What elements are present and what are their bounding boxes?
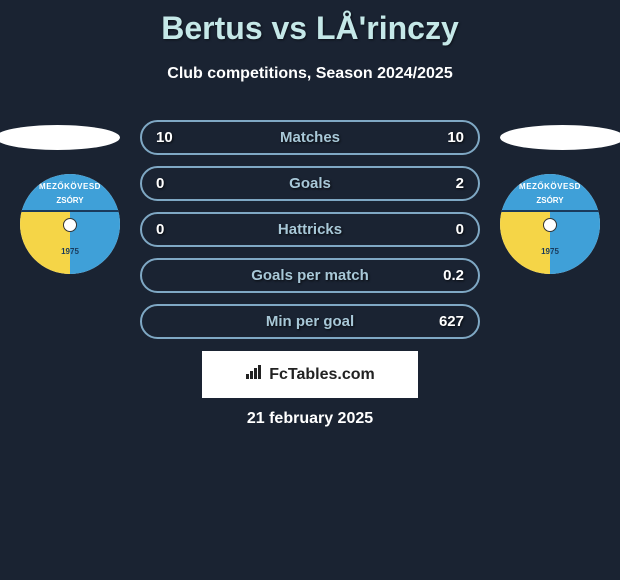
badge-inner: MEZŐKÖVESD ZSÓRY 1975 bbox=[500, 174, 600, 274]
stat-label: Hattricks bbox=[278, 221, 342, 238]
left-club-badge: MEZŐKÖVESD ZSÓRY 1975 bbox=[20, 174, 120, 274]
chart-icon bbox=[245, 364, 265, 385]
badge-blue-section bbox=[70, 212, 120, 274]
badge-top-section bbox=[20, 174, 120, 212]
stat-label: Min per goal bbox=[266, 313, 354, 330]
right-player-ellipse bbox=[500, 125, 620, 150]
stat-label: Matches bbox=[280, 129, 340, 146]
stat-label: Goals per match bbox=[251, 267, 369, 284]
badge-inner: MEZŐKÖVESD ZSÓRY 1975 bbox=[20, 174, 120, 274]
stats-container: 10 Matches 10 0 Goals 2 0 Hattricks 0 Go… bbox=[140, 120, 480, 350]
badge-top-section bbox=[500, 174, 600, 212]
comparison-title: Bertus vs LÅ'rinczy bbox=[0, 0, 620, 47]
stat-right-value: 10 bbox=[447, 129, 464, 146]
badge-blue-section bbox=[550, 212, 600, 274]
stat-row-matches: 10 Matches 10 bbox=[140, 120, 480, 155]
stat-left-value: 0 bbox=[156, 221, 164, 238]
stat-row-goals: 0 Goals 2 bbox=[140, 166, 480, 201]
badge-club-name: MEZŐKÖVESD bbox=[500, 182, 600, 191]
badge-year: 1975 bbox=[500, 247, 600, 256]
left-player-ellipse bbox=[0, 125, 120, 150]
stat-right-value: 627 bbox=[439, 313, 464, 330]
badge-club-subname: ZSÓRY bbox=[20, 196, 120, 205]
stat-left-value: 0 bbox=[156, 175, 164, 192]
stat-row-goals-per-match: Goals per match 0.2 bbox=[140, 258, 480, 293]
brand-text: FcTables.com bbox=[269, 366, 375, 384]
badge-ball-icon bbox=[63, 218, 77, 232]
comparison-date: 21 february 2025 bbox=[247, 410, 373, 428]
stat-row-hattricks: 0 Hattricks 0 bbox=[140, 212, 480, 247]
badge-yellow-section bbox=[20, 212, 70, 274]
badge-ball-icon bbox=[543, 218, 557, 232]
stat-right-value: 0 bbox=[456, 221, 464, 238]
stat-left-value: 10 bbox=[156, 129, 173, 146]
stat-right-value: 2 bbox=[456, 175, 464, 192]
brand-logo: FcTables.com bbox=[202, 351, 418, 398]
badge-year: 1975 bbox=[20, 247, 120, 256]
badge-yellow-section bbox=[500, 212, 550, 274]
badge-club-subname: ZSÓRY bbox=[500, 196, 600, 205]
badge-club-name: MEZŐKÖVESD bbox=[20, 182, 120, 191]
stat-row-min-per-goal: Min per goal 627 bbox=[140, 304, 480, 339]
stat-right-value: 0.2 bbox=[443, 267, 464, 284]
right-club-badge: MEZŐKÖVESD ZSÓRY 1975 bbox=[500, 174, 600, 274]
stat-label: Goals bbox=[289, 175, 331, 192]
comparison-subtitle: Club competitions, Season 2024/2025 bbox=[0, 65, 620, 83]
